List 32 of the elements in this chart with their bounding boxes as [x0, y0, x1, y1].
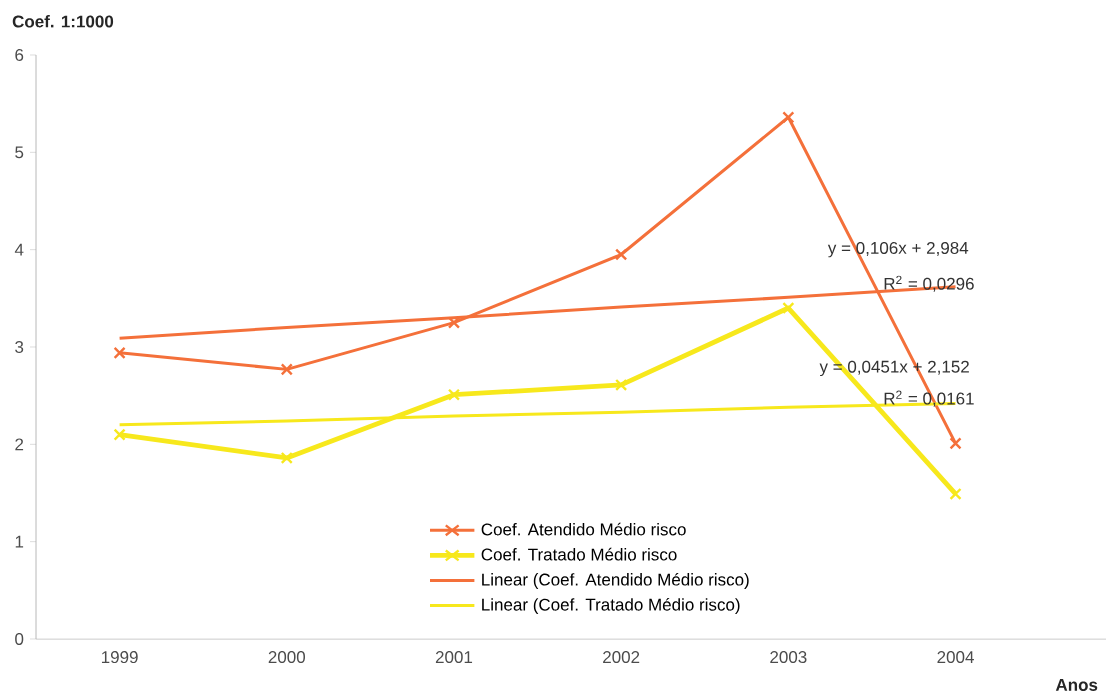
point	[113, 346, 126, 359]
y-axis-title: Coef. 1:1000	[12, 15, 114, 28]
point	[447, 316, 461, 329]
point	[280, 451, 293, 465]
point	[782, 301, 795, 315]
y-tick-label: 4	[14, 243, 24, 256]
y-tick-label: 1	[15, 535, 24, 548]
y-tick-label: 3	[15, 340, 24, 353]
x-tick-label: 2002	[603, 651, 640, 664]
legend-label: Coef. Tratado Médio risco	[481, 547, 677, 561]
legend-label: Linear (Coef. Atendido Médio risco)	[482, 572, 749, 589]
y-tick-label: 0	[15, 632, 24, 645]
annotation: y = 0,106x + 2,984	[827, 241, 969, 258]
point	[447, 388, 461, 401]
point	[949, 437, 962, 450]
x-tick-label: 2000	[268, 651, 306, 664]
x-tick-label: 2003	[770, 651, 807, 664]
y-tick-label: 6	[15, 48, 24, 61]
x-tick-label: 2004	[937, 651, 974, 664]
x-tick-label: 2001	[435, 651, 473, 664]
point	[782, 111, 795, 124]
point	[280, 363, 293, 376]
point	[949, 487, 962, 501]
x-tick-label: 1999	[101, 651, 138, 664]
point	[113, 428, 126, 441]
legend-label: Linear (Coef. Tratado Médio risco)	[482, 598, 740, 615]
y-tick-label: 5	[15, 146, 24, 159]
legend-label: Coef. Atendido Médio risco	[481, 522, 686, 536]
point	[615, 378, 628, 392]
x-axis-title: Anos	[1055, 679, 1098, 691]
point	[615, 248, 628, 261]
y-tick-label: 2	[15, 438, 24, 451]
